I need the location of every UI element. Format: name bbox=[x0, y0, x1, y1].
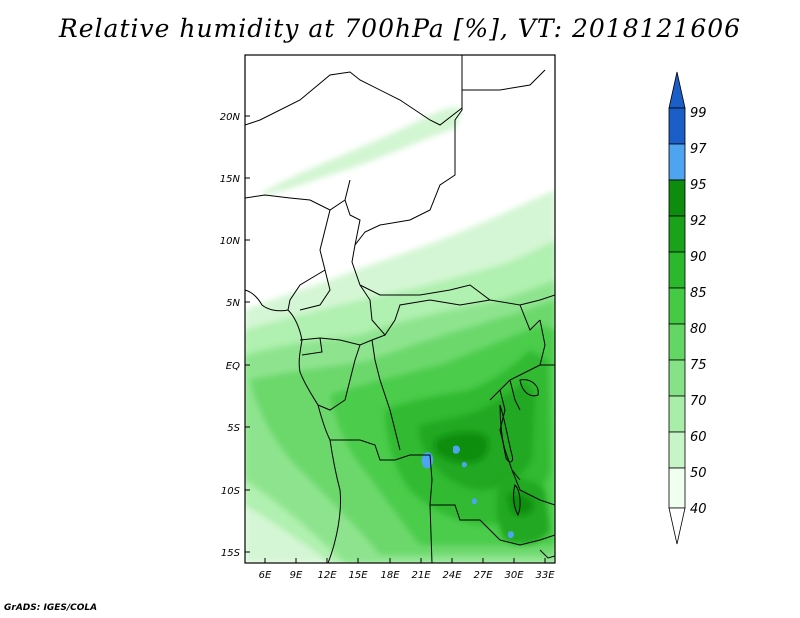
border bbox=[371, 339, 401, 451]
colorbar-label: 80 bbox=[690, 322, 707, 337]
colorbar-label: 95 bbox=[690, 178, 707, 193]
humidity-zone-95 bbox=[472, 498, 477, 505]
colorbar-segment-80-85 bbox=[668, 287, 686, 325]
border bbox=[489, 364, 555, 401]
colorbar-label: 97 bbox=[690, 142, 707, 157]
humidity-band-north bbox=[258, 107, 462, 195]
colorbar-labels: 40 50 60 70 75 80 85 90 92 95 97 99 bbox=[690, 106, 707, 517]
border bbox=[330, 439, 501, 541]
lon-label: 30E bbox=[504, 570, 524, 581]
lake bbox=[499, 404, 513, 463]
lat-label: 15S bbox=[221, 548, 241, 559]
colorbar-label: 99 bbox=[690, 106, 707, 121]
lake bbox=[513, 484, 521, 517]
colorbar-label: 92 bbox=[690, 214, 707, 229]
colorbar-segment-85-90 bbox=[668, 251, 686, 289]
lon-label: 15E bbox=[348, 570, 368, 581]
map-title: Relative humidity at 700hPa [%], VT: 201… bbox=[58, 14, 742, 43]
colorbar-over-arrow bbox=[668, 71, 686, 109]
border bbox=[301, 337, 323, 356]
lon-axis: 6E 9E 12E 15E 18E 21E 24E 27E 30E 33E bbox=[259, 558, 555, 581]
lat-label: 15N bbox=[220, 174, 241, 185]
border bbox=[511, 469, 555, 506]
humidity-zone-95 bbox=[453, 445, 460, 454]
lat-label: 10N bbox=[220, 236, 241, 247]
humidity-zone-92 bbox=[508, 493, 534, 516]
lat-label: 5S bbox=[227, 423, 240, 434]
colorbar-label: 40 bbox=[690, 502, 707, 517]
lake bbox=[519, 379, 539, 397]
lon-label: 9E bbox=[290, 570, 303, 581]
colorbar-segment-75-80 bbox=[668, 323, 686, 361]
colorbar-segment-70-75 bbox=[668, 359, 686, 397]
border bbox=[359, 284, 491, 336]
lat-label: 5N bbox=[226, 298, 240, 309]
lat-label: 10S bbox=[221, 486, 241, 497]
lon-label: 33E bbox=[535, 570, 555, 581]
colorbar-segment-60-70 bbox=[668, 395, 686, 433]
country-borders bbox=[245, 55, 555, 563]
lat-label: EQ bbox=[226, 361, 240, 372]
colorbar-label: 50 bbox=[690, 466, 707, 481]
lon-label: 27E bbox=[473, 570, 493, 581]
lon-label: 12E bbox=[317, 570, 337, 581]
coastline bbox=[245, 289, 341, 563]
colorbar-segment-95-97 bbox=[668, 143, 686, 181]
colorbar-segment-90-92 bbox=[668, 215, 686, 253]
humidity-zone-95 bbox=[508, 531, 514, 539]
colorbar-segment-97-99 bbox=[668, 107, 686, 145]
lon-label: 24E bbox=[442, 570, 462, 581]
lon-label: 18E bbox=[380, 570, 400, 581]
humidity-zone-92 bbox=[435, 432, 489, 463]
border bbox=[462, 69, 546, 91]
lon-label: 6E bbox=[259, 570, 272, 581]
map-frame bbox=[244, 54, 556, 564]
border bbox=[287, 269, 326, 311]
border bbox=[245, 194, 346, 211]
border bbox=[299, 334, 386, 346]
footer-credit: GrADS: IGES/COLA bbox=[4, 603, 98, 613]
lat-axis: 20N 15N 10N 5N EQ 5S 10S 15S bbox=[220, 112, 250, 559]
colorbar-segment-92-95 bbox=[668, 179, 686, 217]
colorbar-label: 75 bbox=[690, 358, 707, 373]
colorbar-label: 60 bbox=[690, 430, 707, 445]
border bbox=[245, 71, 463, 126]
colorbar-label: 90 bbox=[690, 250, 707, 265]
border bbox=[539, 549, 555, 559]
border bbox=[539, 319, 546, 366]
humidity-field bbox=[245, 55, 555, 563]
border bbox=[499, 534, 555, 546]
border bbox=[351, 55, 555, 306]
lat-label: 20N bbox=[220, 112, 241, 123]
border bbox=[429, 504, 433, 563]
colorbar-segment-40-50 bbox=[668, 467, 686, 509]
lon-label: 21E bbox=[411, 570, 431, 581]
colorbar-label: 85 bbox=[690, 286, 707, 301]
colorbar-under-arrow bbox=[668, 507, 686, 545]
colorbar-segment-50-60 bbox=[668, 431, 686, 469]
colorbar bbox=[668, 71, 686, 545]
border bbox=[519, 304, 541, 331]
colorbar-label: 70 bbox=[690, 394, 707, 409]
border bbox=[317, 344, 361, 411]
border bbox=[509, 379, 521, 411]
humidity-zone-95 bbox=[462, 461, 467, 468]
border bbox=[344, 179, 361, 246]
